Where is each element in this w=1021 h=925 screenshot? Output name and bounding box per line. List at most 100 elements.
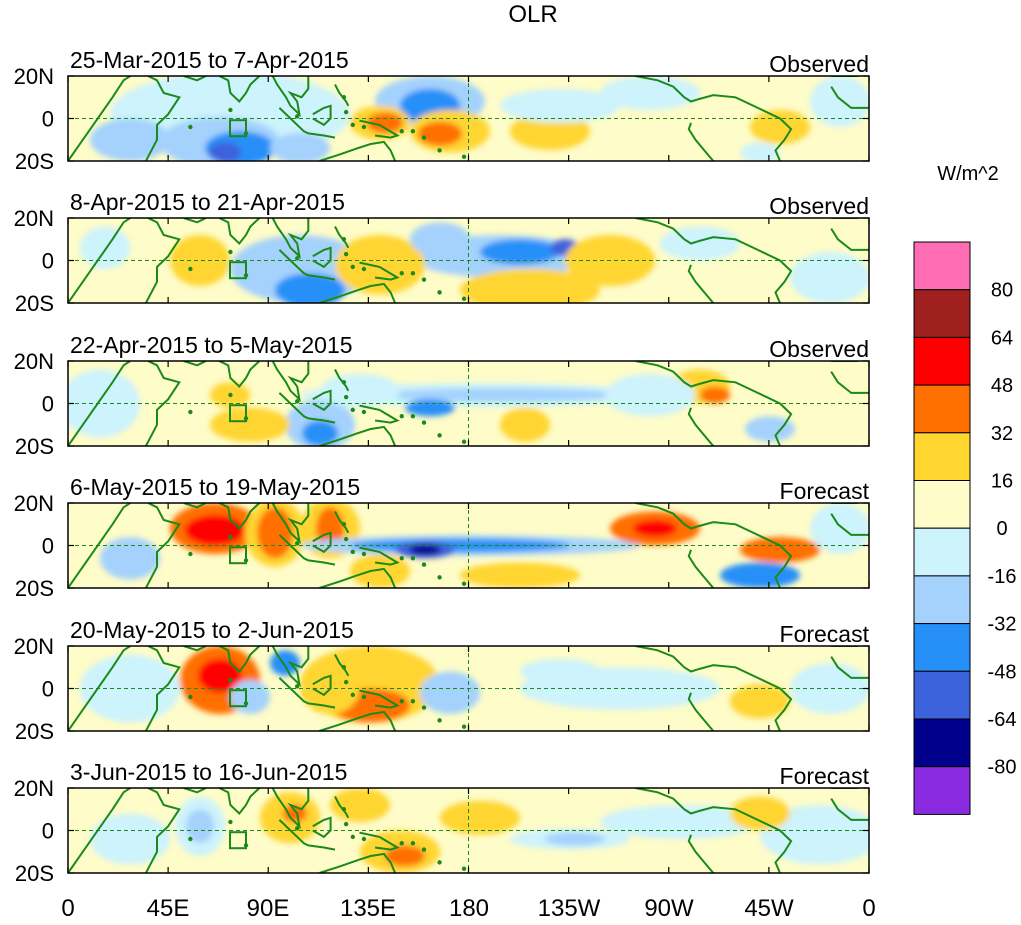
anomaly-contour	[480, 239, 560, 265]
coastline	[68, 361, 131, 446]
island	[228, 392, 233, 398]
coastline	[312, 531, 332, 554]
island	[399, 699, 404, 704]
lon-label-0-east: 0	[862, 895, 875, 920]
panel-type-label: Forecast	[780, 478, 870, 504]
anomaly-contour	[80, 226, 130, 269]
lon-label-90e: 90E	[247, 895, 290, 920]
coastline	[145, 76, 181, 161]
island	[421, 562, 427, 567]
coastline	[145, 788, 181, 873]
coastline	[830, 798, 869, 821]
anomaly-contour	[740, 142, 780, 161]
colorbar-swatch	[913, 527, 971, 577]
coastline	[218, 218, 261, 245]
anomaly-contour	[745, 416, 795, 442]
anomaly-contour	[405, 399, 455, 417]
coastline	[697, 94, 793, 161]
coastline	[218, 788, 261, 815]
region-box	[229, 831, 247, 850]
panel-period-label: 20-May-2015 to 2-Jun-2015	[70, 617, 354, 643]
island	[343, 251, 349, 257]
island	[361, 694, 367, 700]
coastline	[218, 503, 261, 530]
map-panel: 20N 0 20S 25-Mar-2015 to 7-Apr-2015 Observed	[14, 47, 870, 174]
island	[341, 807, 347, 812]
lat-label: 20N	[14, 64, 54, 89]
panel-type-label: Forecast	[780, 621, 870, 647]
coastline	[697, 521, 793, 588]
island	[228, 107, 233, 113]
anomaly-field	[68, 646, 869, 731]
lat-label: 20N	[14, 491, 54, 516]
coastline	[830, 656, 869, 679]
island	[461, 724, 467, 729]
map-panel: 20N 0 20S 3-Jun-2015 to 16-Jun-2015 Forecast	[14, 759, 870, 886]
island	[188, 836, 193, 842]
island	[437, 290, 442, 295]
anomaly-contour	[750, 110, 810, 144]
island	[421, 420, 427, 425]
island	[399, 129, 404, 134]
island	[437, 148, 442, 153]
coastline	[635, 788, 698, 815]
figure-title: OLR	[508, 1, 557, 28]
anomaly-field	[68, 218, 869, 303]
island	[228, 249, 233, 255]
island	[341, 95, 347, 100]
island	[399, 271, 404, 276]
coastline	[312, 674, 332, 697]
island	[399, 556, 404, 561]
lon-label-135w: 135W	[538, 895, 601, 920]
anomaly-contour	[460, 269, 600, 303]
colorbar-swatch	[913, 241, 971, 291]
coastline	[319, 282, 397, 303]
longitude-axis: 0 45E 90E 135E 180 135W 90W 45W 0	[61, 895, 875, 922]
anomaly-contour	[100, 537, 160, 580]
coastline	[68, 218, 131, 303]
colorbar-swatch	[913, 623, 971, 672]
anomaly-contour	[185, 514, 245, 546]
lat-label: 0	[42, 107, 54, 132]
lat-label: 20S	[15, 434, 54, 459]
island	[421, 277, 427, 282]
coastline	[697, 806, 793, 873]
anomaly-contour	[209, 142, 241, 161]
island	[461, 296, 467, 301]
colorbar-label: 0	[996, 518, 1007, 540]
coastline	[635, 218, 698, 245]
island	[188, 266, 193, 272]
panel-period-label: 3-Jun-2015 to 16-Jun-2015	[70, 759, 347, 785]
coastline	[635, 76, 698, 103]
lat-label: 20S	[15, 291, 54, 316]
lat-label: 0	[42, 249, 54, 274]
island	[341, 665, 347, 670]
coastline	[145, 646, 181, 731]
island	[294, 541, 300, 546]
anomaly-field	[68, 361, 869, 446]
coastline	[359, 119, 400, 139]
coastline	[271, 646, 310, 688]
anomaly-contour	[320, 373, 400, 408]
island	[343, 536, 349, 542]
anomaly-contour	[385, 845, 425, 867]
island	[294, 256, 300, 261]
coastline	[271, 788, 310, 830]
island	[228, 819, 233, 825]
anomaly-contour	[720, 562, 800, 588]
anomaly-contour	[198, 658, 242, 693]
island	[461, 439, 467, 444]
coastline	[183, 76, 207, 82]
anomaly-contour	[660, 226, 740, 261]
panel-type-label: Observed	[769, 193, 869, 219]
anomaly-field	[68, 76, 869, 161]
coastline	[278, 819, 336, 851]
lon-label-0: 0	[61, 895, 74, 920]
coastline	[319, 567, 397, 588]
island	[341, 380, 347, 385]
island	[294, 684, 300, 689]
lat-label: 0	[42, 392, 54, 417]
coastline	[312, 389, 332, 412]
anomaly-contour	[80, 654, 180, 723]
anomaly-contour	[270, 650, 300, 676]
